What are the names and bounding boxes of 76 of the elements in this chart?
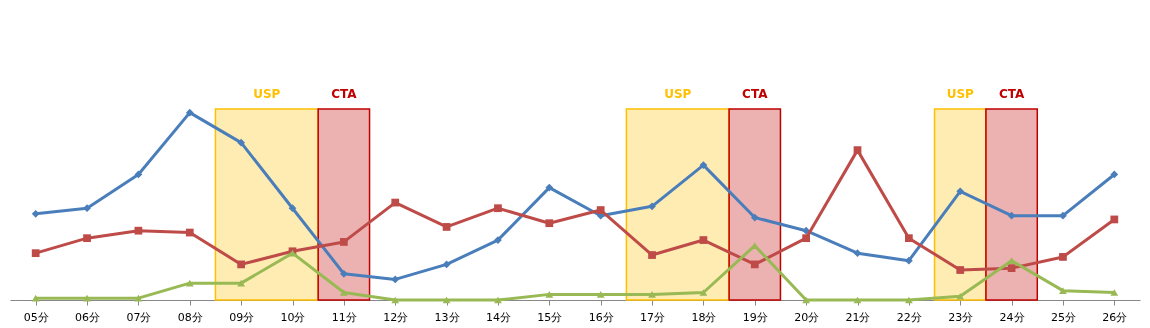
point xyxy=(596,206,605,214)
x-tick-label: 06分 xyxy=(75,310,101,324)
point xyxy=(904,256,913,265)
band-label: CTA xyxy=(742,87,769,102)
point xyxy=(1007,264,1016,273)
point xyxy=(1059,253,1067,261)
point xyxy=(83,204,91,213)
point xyxy=(1059,211,1067,220)
point xyxy=(750,213,759,222)
x-tick-label: 25分 xyxy=(1050,310,1076,324)
point xyxy=(853,296,862,304)
x-tick-label: 10分 xyxy=(280,310,306,324)
point xyxy=(237,138,246,147)
point xyxy=(1007,211,1016,220)
point xyxy=(648,251,656,259)
x-tick-label: 07分 xyxy=(126,310,152,324)
point xyxy=(956,292,965,300)
x-tick-label: 14分 xyxy=(485,310,511,324)
point xyxy=(699,161,708,169)
band-label: USP xyxy=(664,87,692,102)
point xyxy=(750,260,759,269)
point xyxy=(1110,289,1119,296)
point xyxy=(1110,170,1119,179)
point xyxy=(1059,287,1067,294)
band-label: USP xyxy=(946,87,975,102)
x-tick-label: 05分 xyxy=(23,310,49,324)
x-tick-label: 26分 xyxy=(1102,310,1128,324)
point xyxy=(853,146,862,154)
x-tick-label: 11分 xyxy=(331,310,357,324)
x-tick-label: 20分 xyxy=(794,310,820,324)
x-tick-label: 19分 xyxy=(742,310,768,324)
x-tick-label: 12分 xyxy=(383,310,409,324)
point xyxy=(391,275,400,284)
band-label: CTA xyxy=(331,87,358,102)
point xyxy=(956,266,965,274)
point xyxy=(237,260,246,269)
x-tick-label: 09分 xyxy=(229,310,255,324)
point xyxy=(956,187,965,196)
point xyxy=(31,209,40,218)
point xyxy=(31,249,40,258)
x-tick-label: 21分 xyxy=(845,310,871,324)
point xyxy=(391,198,400,207)
point xyxy=(596,291,605,298)
point xyxy=(339,289,348,296)
point xyxy=(904,234,913,243)
point xyxy=(853,249,862,258)
x-tick-label: 23分 xyxy=(948,310,974,324)
point xyxy=(339,269,348,278)
point xyxy=(442,223,451,231)
point xyxy=(545,183,554,192)
point xyxy=(545,219,554,228)
point xyxy=(494,204,502,213)
band-label: USP xyxy=(253,87,281,102)
point xyxy=(648,202,656,211)
x-tick-label: 24分 xyxy=(999,310,1025,324)
x-tick-label: 08分 xyxy=(177,310,203,324)
point xyxy=(699,236,708,244)
point xyxy=(134,226,143,235)
x-tick-label: 15分 xyxy=(537,310,563,324)
point xyxy=(288,204,297,213)
point xyxy=(648,291,656,298)
x-tick-label: 16分 xyxy=(588,310,614,324)
point xyxy=(442,260,451,269)
band-label: CTA xyxy=(998,87,1025,102)
point xyxy=(83,234,91,243)
point xyxy=(339,238,348,246)
point xyxy=(802,234,811,243)
x-tick-label: 18分 xyxy=(691,310,717,324)
point xyxy=(185,108,194,117)
point xyxy=(699,289,708,296)
point xyxy=(545,291,554,298)
point xyxy=(1110,215,1119,224)
point xyxy=(185,228,194,237)
x-tick-label: 22分 xyxy=(896,310,922,324)
x-tick-label: 13分 xyxy=(434,310,460,324)
x-tick-label: 17分 xyxy=(640,310,666,324)
